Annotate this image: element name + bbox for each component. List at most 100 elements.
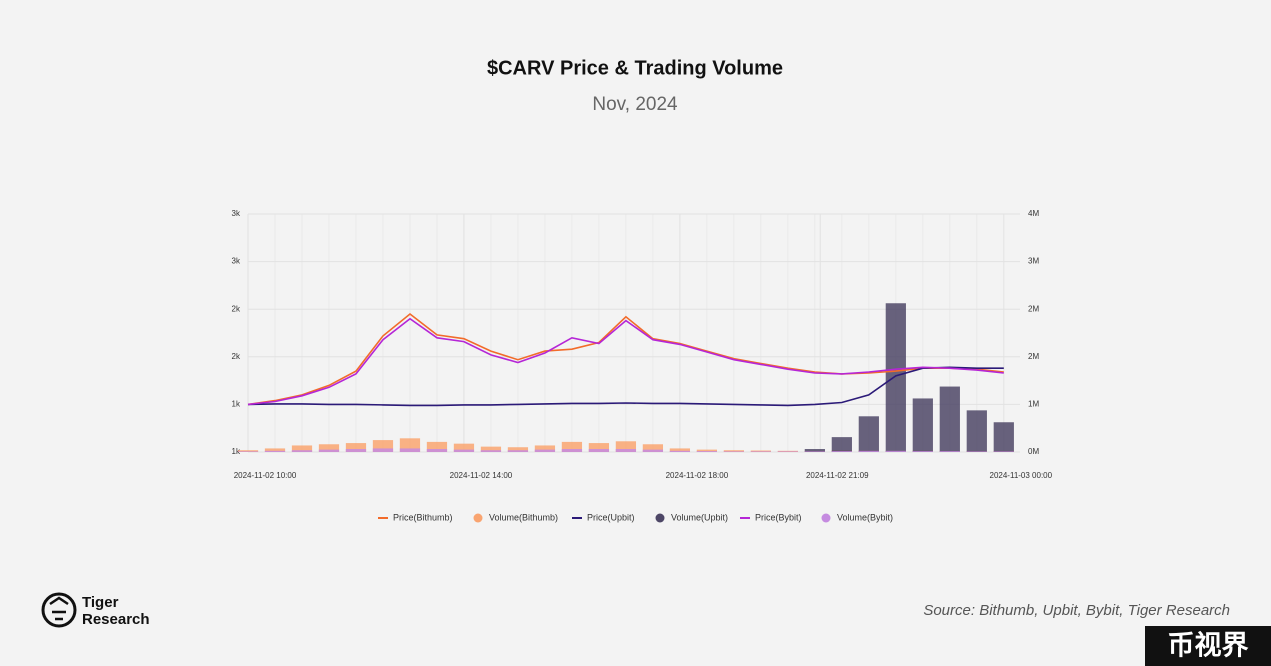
volume-bar [345, 449, 367, 452]
volume-bar [399, 448, 421, 452]
watermark-bg [1145, 626, 1271, 666]
y2-tick-label: 1M [1028, 400, 1039, 409]
legend-item: Price(Upbit) [572, 512, 635, 522]
volume-bar [318, 444, 340, 452]
x-tick-label: 2024-11-03 00:00 [990, 471, 1053, 480]
y-tick-label: 3k [232, 209, 241, 218]
legend-item: Volume(Bithumb) [473, 512, 558, 523]
logo-icon [41, 592, 77, 628]
volume-bar [426, 441, 448, 452]
legend-label: Volume(Bithumb) [489, 512, 558, 522]
legend-swatch [655, 513, 665, 523]
volume-bar [345, 443, 367, 452]
legend-label: Price(Upbit) [587, 512, 635, 522]
volume-bar [939, 386, 960, 452]
y-tick-label: 3k [232, 257, 241, 266]
volume-bar [831, 437, 852, 452]
price-line [247, 366, 1004, 407]
volume-bar [831, 451, 852, 452]
volume-bar [993, 422, 1014, 452]
volume-bar [318, 449, 340, 452]
volume-bar [426, 449, 448, 452]
legend-swatch [821, 513, 831, 523]
volume-bar [669, 448, 691, 452]
volume-bar [615, 449, 637, 452]
volume-bar [480, 446, 502, 452]
volume-bar [507, 447, 529, 452]
volume-bar [372, 448, 394, 452]
volume-bar [723, 450, 744, 452]
legend-item: Volume(Bybit) [821, 512, 893, 523]
legend-item: Price(Bybit) [740, 512, 802, 522]
x-tick-label: 2024-11-02 10:00 [234, 471, 297, 480]
x-tick-label: 2024-11-02 21:09 [806, 471, 869, 480]
volume-bar [588, 443, 610, 452]
volume-bar [507, 450, 529, 452]
volume-bar [858, 450, 879, 452]
volume-bar [993, 451, 1014, 452]
volume-bar [642, 444, 664, 452]
volume-bar [912, 451, 933, 452]
volume-bar [534, 449, 556, 452]
volume-bar [777, 451, 798, 452]
volume-bar [804, 449, 825, 452]
volume-bar [885, 450, 906, 452]
legend-label: Price(Bybit) [755, 512, 802, 522]
volume-bar [696, 449, 718, 452]
y2-tick-label: 4M [1028, 209, 1039, 218]
volume-bar [264, 450, 286, 452]
price-line [247, 312, 1004, 406]
volume-bar [372, 440, 394, 452]
legend-item: Price(Bithumb) [378, 512, 453, 522]
x-tick-label: 2024-11-02 14:00 [450, 471, 513, 480]
volume-bar [534, 445, 556, 452]
legend-label: Volume(Upbit) [671, 512, 728, 522]
legend-label: Price(Bithumb) [393, 512, 453, 522]
volume-bar [237, 450, 259, 452]
volume-bar [615, 441, 637, 452]
volume-bar [237, 451, 259, 452]
volume-bar [885, 303, 906, 452]
source: Source: Bithumb, Upbit, Bybit, Tiger Res… [923, 602, 1230, 619]
logo-icon-detail [49, 596, 69, 621]
legend-label: Volume(Bybit) [837, 512, 893, 522]
price-line [247, 317, 1004, 406]
chart-title: $CARV Price & Trading Volume [487, 57, 783, 79]
volume-bar [453, 443, 475, 452]
volume-bar [642, 449, 664, 452]
x-tick-label: 2024-11-02 18:00 [666, 471, 729, 480]
chart-subtitle: Nov, 2024 [592, 94, 678, 115]
volume-bar [264, 448, 286, 452]
volume-bar [966, 410, 987, 452]
volume-bar [939, 451, 960, 452]
logo-text: Tiger [82, 594, 119, 611]
volume-bar [750, 451, 771, 452]
volume-bar [696, 451, 718, 452]
watermark: 币视界 [1168, 631, 1249, 662]
volume-bar [804, 451, 825, 452]
logo-text: Research [82, 611, 150, 628]
volume-bar [858, 416, 879, 452]
volume-bar [291, 445, 313, 452]
volume-bar [480, 450, 502, 452]
volume-bar [966, 451, 987, 452]
volume-bar [291, 450, 313, 452]
volume-bar [750, 450, 771, 452]
volume-bar [561, 449, 583, 452]
volume-bar [723, 451, 744, 452]
y-tick-label: 1k [232, 400, 241, 409]
y-tick-label: 1k [232, 447, 241, 456]
volume-bar [588, 449, 610, 452]
y2-tick-label: 3M [1028, 257, 1039, 266]
legend-item: Volume(Upbit) [655, 512, 728, 523]
volume-bar [669, 450, 691, 452]
y2-tick-label: 2M [1028, 304, 1039, 313]
y-tick-label: 2k [232, 352, 241, 361]
y2-tick-label: 2M [1028, 352, 1039, 361]
y2-tick-label: 0M [1028, 447, 1039, 456]
logo: Tiger Research [41, 592, 150, 628]
volume-bar [912, 398, 933, 452]
volume-bar [453, 449, 475, 452]
y-tick-label: 2k [232, 304, 241, 313]
